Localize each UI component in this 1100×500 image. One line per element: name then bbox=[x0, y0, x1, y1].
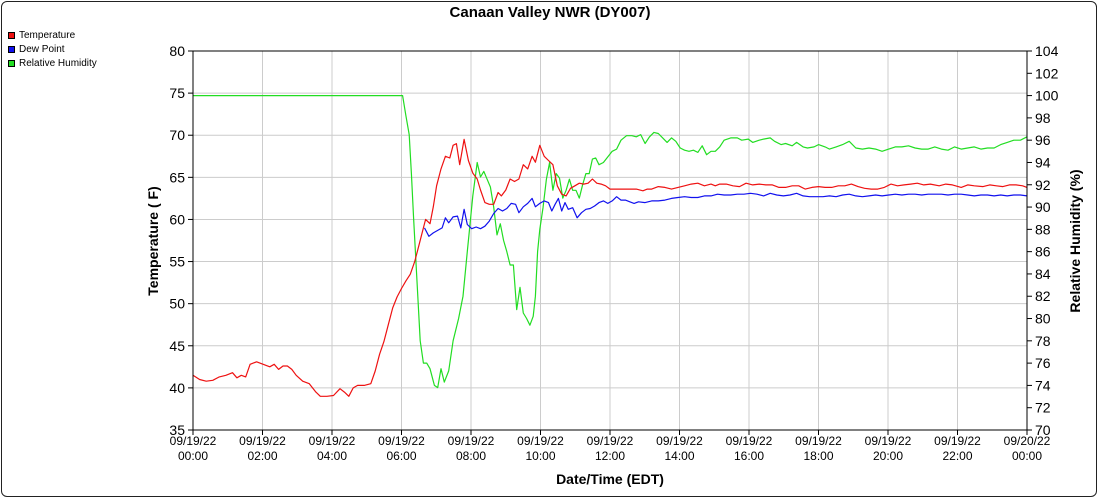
y-right-tick-label: 92 bbox=[1035, 177, 1051, 193]
y-left-tick-label: 40 bbox=[169, 380, 185, 396]
x-tick-time: 08:00 bbox=[456, 449, 486, 463]
x-tick-date: 09/19/22 bbox=[587, 434, 634, 448]
x-tick-date: 09/19/22 bbox=[726, 434, 773, 448]
legend-label-temperature: Temperature bbox=[19, 29, 76, 41]
legend-item-temperature: Temperature bbox=[8, 28, 97, 42]
y-right-tick-label: 96 bbox=[1035, 132, 1051, 148]
x-tick-time: 04:00 bbox=[317, 449, 347, 463]
x-tick-time: 16:00 bbox=[734, 449, 764, 463]
series-layer bbox=[192, 94, 1028, 397]
y-right-tick-label: 102 bbox=[1035, 65, 1059, 81]
y-right-tick-label: 104 bbox=[1035, 43, 1059, 59]
y-right-tick-label: 82 bbox=[1035, 288, 1051, 304]
x-tick-date: 09/19/22 bbox=[795, 434, 842, 448]
y-right-tick-label: 72 bbox=[1035, 400, 1051, 416]
y-left-tick-label: 45 bbox=[169, 338, 185, 354]
y-right-tick-label: 74 bbox=[1035, 377, 1051, 393]
x-tick-time: 22:00 bbox=[942, 449, 972, 463]
x-tick-date: 09/19/22 bbox=[448, 434, 495, 448]
x-tick-date: 09/19/22 bbox=[865, 434, 912, 448]
legend-item-relative-humidity: Relative Humidity bbox=[8, 56, 97, 70]
y-left-tick-label: 80 bbox=[169, 43, 185, 59]
x-tick-time: 18:00 bbox=[803, 449, 833, 463]
y-right-tick-label: 78 bbox=[1035, 333, 1051, 349]
y-left-tick-label: 50 bbox=[169, 296, 185, 312]
y-right-tick-label: 90 bbox=[1035, 199, 1051, 215]
x-tick-date: 09/19/22 bbox=[517, 434, 564, 448]
x-tick-date: 09/20/22 bbox=[1004, 434, 1051, 448]
x-tick-time: 00:00 bbox=[178, 449, 208, 463]
series-line-temperature bbox=[192, 138, 1028, 397]
x-tick-date: 09/19/22 bbox=[378, 434, 425, 448]
legend: Temperature Dew Point Relative Humidity bbox=[8, 28, 97, 70]
grid-lines bbox=[193, 51, 1027, 430]
y-right-tick-label: 76 bbox=[1035, 355, 1051, 371]
x-tick-date: 09/19/22 bbox=[239, 434, 286, 448]
y-left-tick-label: 75 bbox=[169, 85, 185, 101]
y-left-tick-label: 60 bbox=[169, 211, 185, 227]
x-axis-label: Date/Time (EDT) bbox=[556, 471, 664, 487]
x-tick-date: 09/19/22 bbox=[934, 434, 981, 448]
y-right-tick-label: 98 bbox=[1035, 110, 1051, 126]
y-left-tick-label: 55 bbox=[169, 254, 185, 270]
x-tick-time: 14:00 bbox=[664, 449, 694, 463]
legend-swatch-relative-humidity bbox=[8, 59, 15, 67]
legend-swatch-dew-point bbox=[8, 45, 15, 53]
y-right-tick-label: 100 bbox=[1035, 88, 1059, 104]
y-left-tick-label: 65 bbox=[169, 169, 185, 185]
y-right-tick-label: 86 bbox=[1035, 244, 1051, 260]
y-left-tick-label: 35 bbox=[169, 422, 185, 438]
y-right-tick-label: 84 bbox=[1035, 266, 1051, 282]
x-tick-time: 12:00 bbox=[595, 449, 625, 463]
axes: 09/19/2200:0009/19/2202:0009/19/2204:000… bbox=[169, 43, 1058, 463]
y-right-tick-label: 94 bbox=[1035, 154, 1051, 170]
x-tick-time: 10:00 bbox=[525, 449, 555, 463]
y-right-tick-label: 70 bbox=[1035, 422, 1051, 438]
chart-title: Canaan Valley NWR (DY007) bbox=[449, 4, 651, 21]
legend-label-relative-humidity: Relative Humidity bbox=[19, 57, 97, 69]
y-right-tick-label: 88 bbox=[1035, 221, 1051, 237]
legend-item-dew-point: Dew Point bbox=[8, 42, 97, 56]
y-left-tick-label: 70 bbox=[169, 127, 185, 143]
x-tick-date: 09/19/22 bbox=[309, 434, 356, 448]
y-axis-label-left: Temperature ( F) bbox=[145, 186, 161, 295]
legend-label-dew-point: Dew Point bbox=[19, 43, 65, 55]
series-line-dew-point bbox=[423, 192, 1028, 237]
plot-area-border bbox=[192, 50, 1028, 431]
y-right-tick-label: 80 bbox=[1035, 311, 1051, 327]
x-tick-time: 06:00 bbox=[386, 449, 416, 463]
x-tick-date: 09/19/22 bbox=[656, 434, 703, 448]
x-tick-date: 09/19/22 bbox=[170, 434, 217, 448]
x-tick-time: 02:00 bbox=[247, 449, 277, 463]
x-tick-time: 00:00 bbox=[1012, 449, 1042, 463]
series-line-relative-humidity bbox=[193, 94, 1028, 389]
legend-swatch-temperature bbox=[8, 31, 15, 39]
y-axis-label-right: Relative Humidity (%) bbox=[1067, 169, 1083, 312]
x-tick-time: 20:00 bbox=[873, 449, 903, 463]
